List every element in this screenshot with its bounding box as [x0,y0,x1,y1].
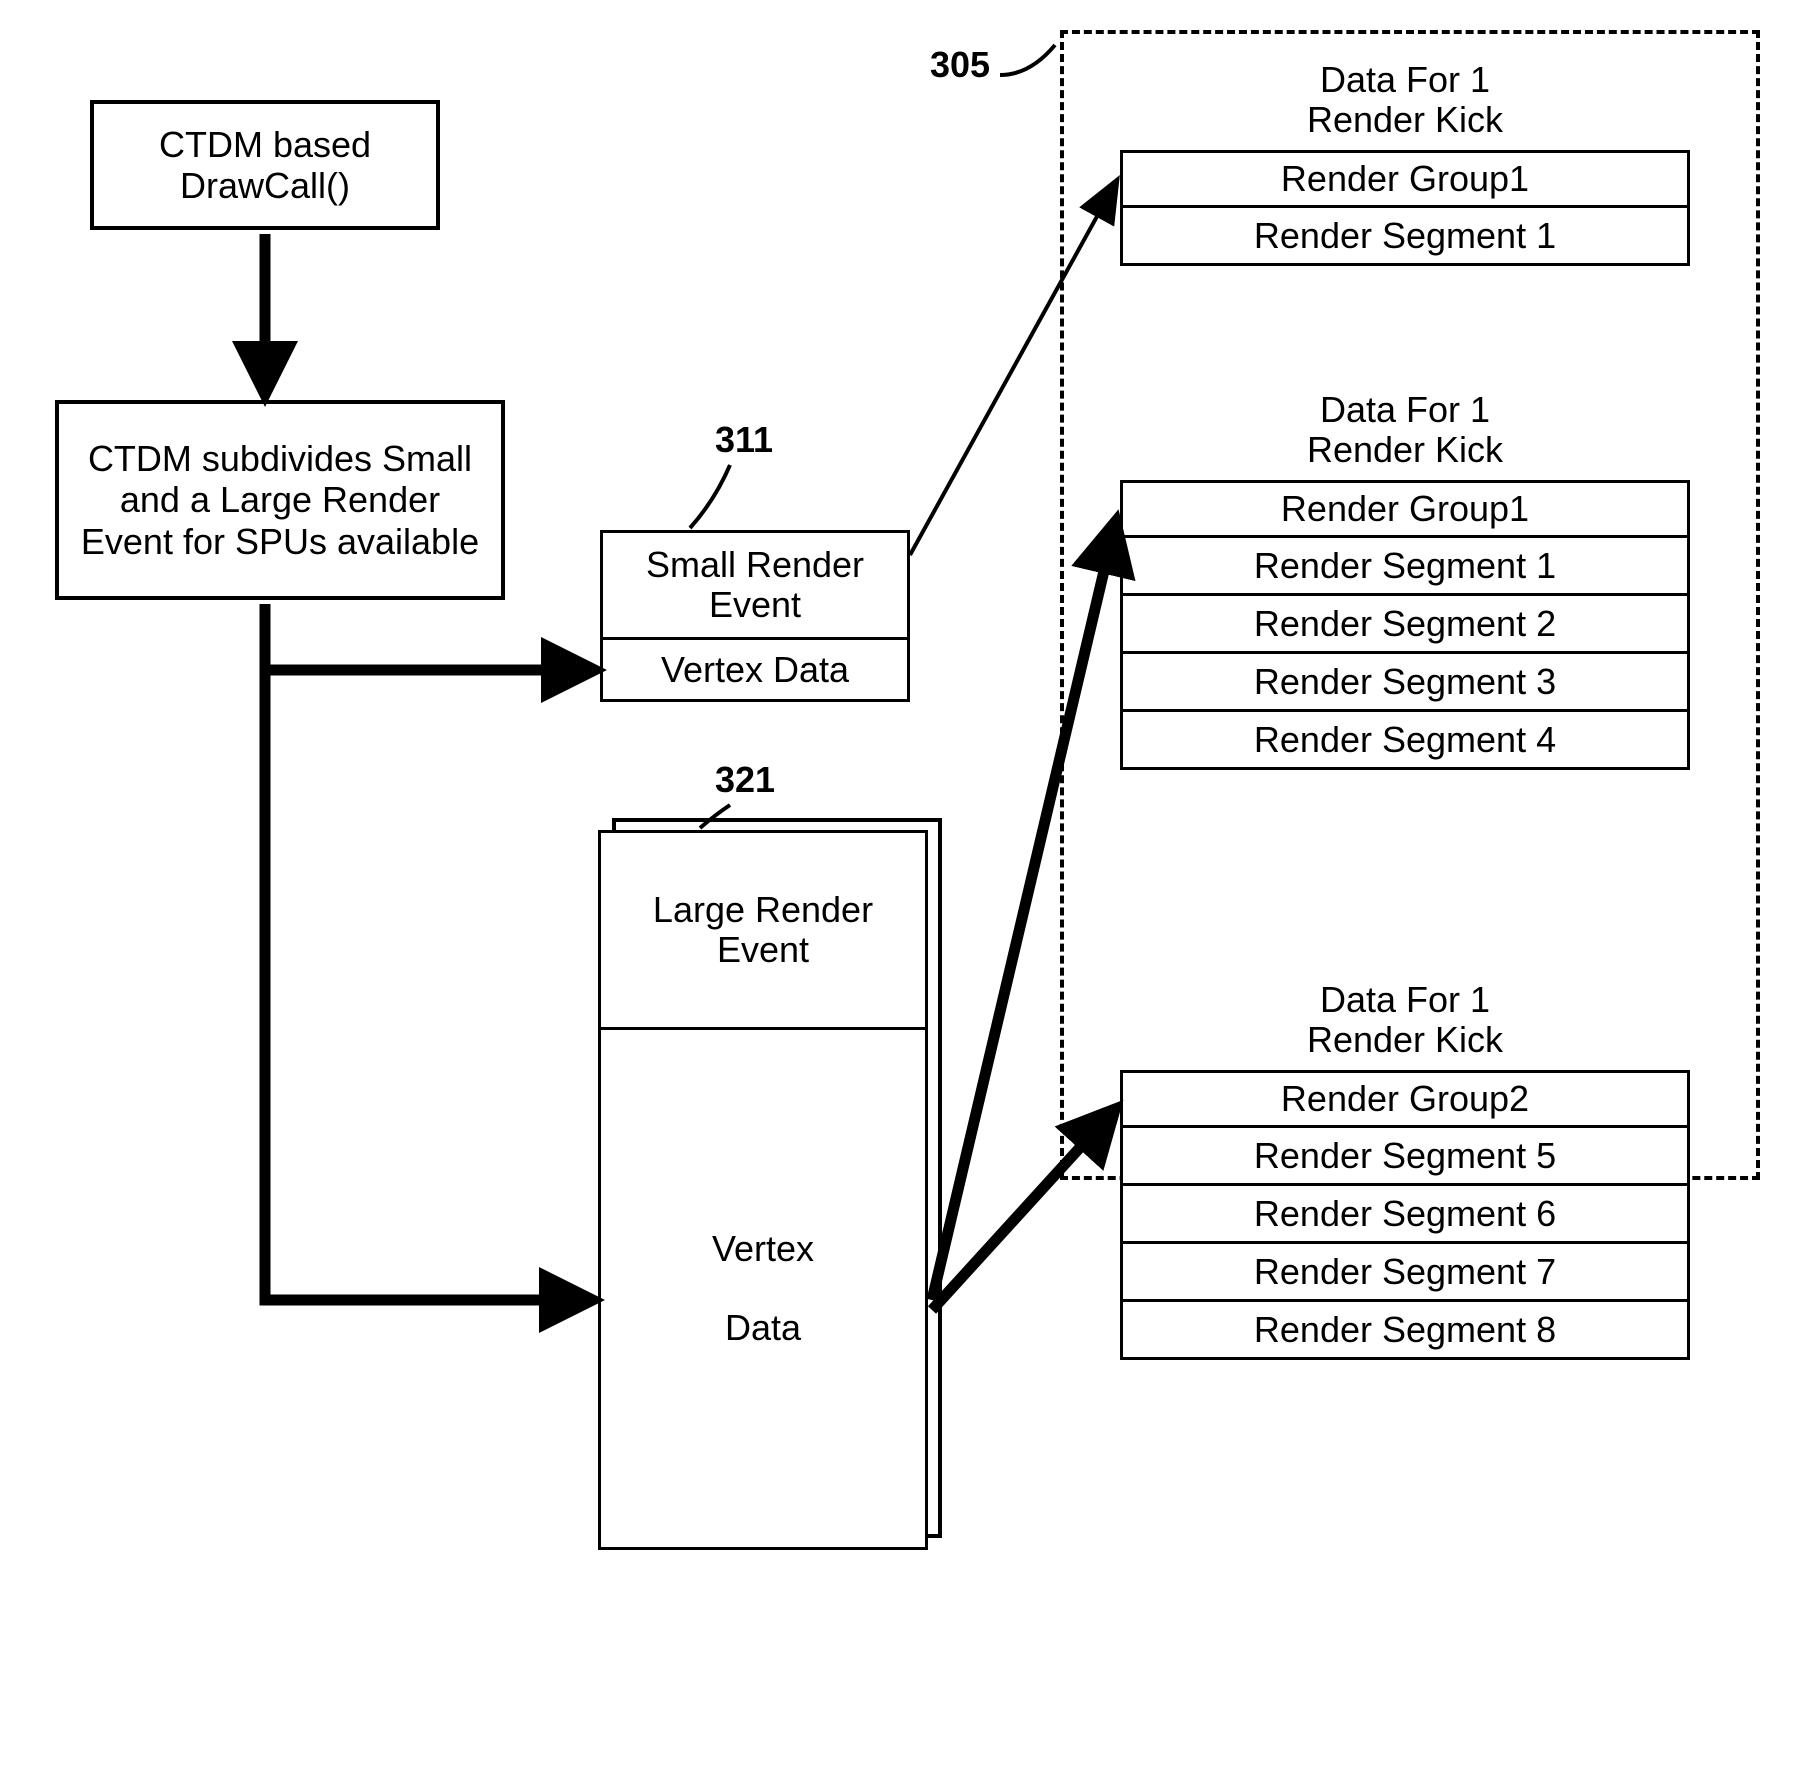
kick3-title: Data For 1Render Kick [1170,980,1640,1059]
box-subdivides-text: CTDM subdivides Small and a Large Render… [69,438,491,562]
kick2-cell-4: Render Segment 4 [1120,712,1690,770]
box-subdivides: CTDM subdivides Small and a Large Render… [55,400,505,600]
large-event-title: Large Render Event [598,830,928,1030]
kick1-stack: Render Group1 Render Segment 1 [1120,150,1690,266]
diagram-canvas: CTDM based DrawCall() CTDM subdivides Sm… [0,0,1797,1774]
box-drawcall-text: CTDM based DrawCall() [104,124,426,207]
kick2-cell-1-text: Render Segment 1 [1254,546,1556,586]
kick3-stack: Render Group2 Render Segment 5 Render Se… [1120,1070,1690,1360]
kick2-title-text: Data For 1Render Kick [1307,389,1503,470]
small-event-title-text: Small Render Event [611,545,899,624]
kick2-cell-2-text: Render Segment 2 [1254,604,1556,644]
kick3-cell-4: Render Segment 8 [1120,1302,1690,1360]
kick2-cell-4-text: Render Segment 4 [1254,720,1556,760]
kick2-stack: Render Group1 Render Segment 1 Render Se… [1120,480,1690,770]
kick1-title: Data For 1Render Kick [1170,60,1640,139]
kick3-cell-4-text: Render Segment 8 [1254,1310,1556,1350]
label-321-text: 321 [715,759,775,800]
kick3-cell-3: Render Segment 7 [1120,1244,1690,1302]
kick3-cell-1: Render Segment 5 [1120,1128,1690,1186]
kick1-cell-1: Render Segment 1 [1120,208,1690,266]
kick3-cell-0: Render Group2 [1120,1070,1690,1128]
label-311-text: 311 [715,419,773,460]
label-305: 305 [930,45,990,85]
kick2-title: Data For 1Render Kick [1170,390,1640,469]
leader-305 [1000,45,1055,75]
large-event-vertex: VertexData [598,1030,928,1550]
kick3-cell-0-text: Render Group2 [1281,1079,1529,1119]
kick1-cell-0: Render Group1 [1120,150,1690,208]
kick1-title-text: Data For 1Render Kick [1307,59,1503,140]
label-311: 311 [715,420,773,460]
label-305-text: 305 [930,44,990,85]
large-event-title-text: Large Render Event [609,890,917,969]
kick2-cell-1: Render Segment 1 [1120,538,1690,596]
small-event-stack: Small Render Event Vertex Data [600,530,910,702]
kick3-cell-3-text: Render Segment 7 [1254,1252,1556,1292]
kick3-cell-2-text: Render Segment 6 [1254,1194,1556,1234]
box-drawcall: CTDM based DrawCall() [90,100,440,230]
leader-311 [690,465,730,528]
large-event-stack: Large Render Event VertexData [598,830,928,1550]
small-event-title: Small Render Event [600,530,910,640]
kick2-cell-0-text: Render Group1 [1281,489,1529,529]
large-event-vertex-text: VertexData [712,1229,814,1348]
kick2-cell-2: Render Segment 2 [1120,596,1690,654]
small-event-vertex-text: Vertex Data [661,650,849,690]
kick3-cell-2: Render Segment 6 [1120,1186,1690,1244]
arrow-subdivides-small [265,604,596,670]
kick1-cell-0-text: Render Group1 [1281,159,1529,199]
kick1-cell-1-text: Render Segment 1 [1254,216,1556,256]
arrow-subdivides-large [265,604,594,1300]
kick2-cell-3: Render Segment 3 [1120,654,1690,712]
kick3-title-text: Data For 1Render Kick [1307,979,1503,1060]
label-321: 321 [715,760,775,800]
kick2-cell-0: Render Group1 [1120,480,1690,538]
kick3-cell-1-text: Render Segment 5 [1254,1136,1556,1176]
kick2-cell-3-text: Render Segment 3 [1254,662,1556,702]
small-event-vertex: Vertex Data [600,640,910,702]
